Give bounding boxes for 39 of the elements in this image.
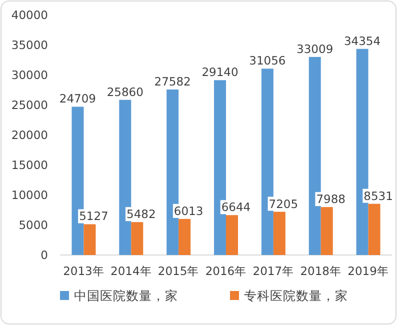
- data-label: 7205: [268, 196, 298, 211]
- x-tick-label: 2015年: [158, 264, 200, 278]
- bar: [368, 204, 380, 255]
- y-tick-label: 10000: [11, 188, 48, 202]
- bar: [273, 212, 286, 255]
- data-label: 5127: [79, 209, 108, 224]
- data-label: 7988: [316, 192, 346, 206]
- legend-label: 中国医院数量，家: [74, 288, 178, 303]
- y-tick-label: 5000: [18, 218, 48, 232]
- y-tick-label: 35000: [11, 38, 48, 52]
- data-label: 8531: [364, 188, 393, 203]
- data-label: 6644: [221, 200, 251, 214]
- bar: [226, 215, 238, 255]
- data-label: 6013: [174, 204, 204, 218]
- bar: [178, 218, 191, 255]
- data-label: 5482: [126, 207, 156, 222]
- x-tick-label: 2018年: [300, 264, 342, 278]
- x-tick-label: 2016年: [205, 264, 247, 278]
- bar: [131, 222, 144, 255]
- data-label: 24709: [59, 92, 96, 106]
- x-tick-label: 2017年: [252, 264, 294, 278]
- data-label: 27582: [154, 74, 191, 89]
- legend-label: 专科医院数量，家: [244, 288, 348, 303]
- data-label: 25860: [106, 84, 144, 99]
- y-tick-label: 15000: [11, 158, 48, 172]
- y-tick-label: 25000: [11, 98, 48, 112]
- data-label: 29140: [202, 65, 238, 80]
- data-label: 34354: [344, 34, 381, 48]
- x-tick-label: 2019年: [348, 264, 389, 278]
- x-tick-label: 2013年: [63, 264, 104, 278]
- data-label: 33009: [296, 42, 334, 56]
- bar: [84, 224, 96, 255]
- bar: [320, 207, 333, 255]
- y-tick-label: 20000: [11, 128, 48, 142]
- y-tick-label: 40000: [11, 8, 48, 22]
- y-tick-label: 0: [40, 248, 48, 262]
- data-label: 31056: [249, 54, 286, 68]
- x-tick-label: 2014年: [110, 264, 152, 278]
- y-tick-label: 30000: [11, 68, 48, 82]
